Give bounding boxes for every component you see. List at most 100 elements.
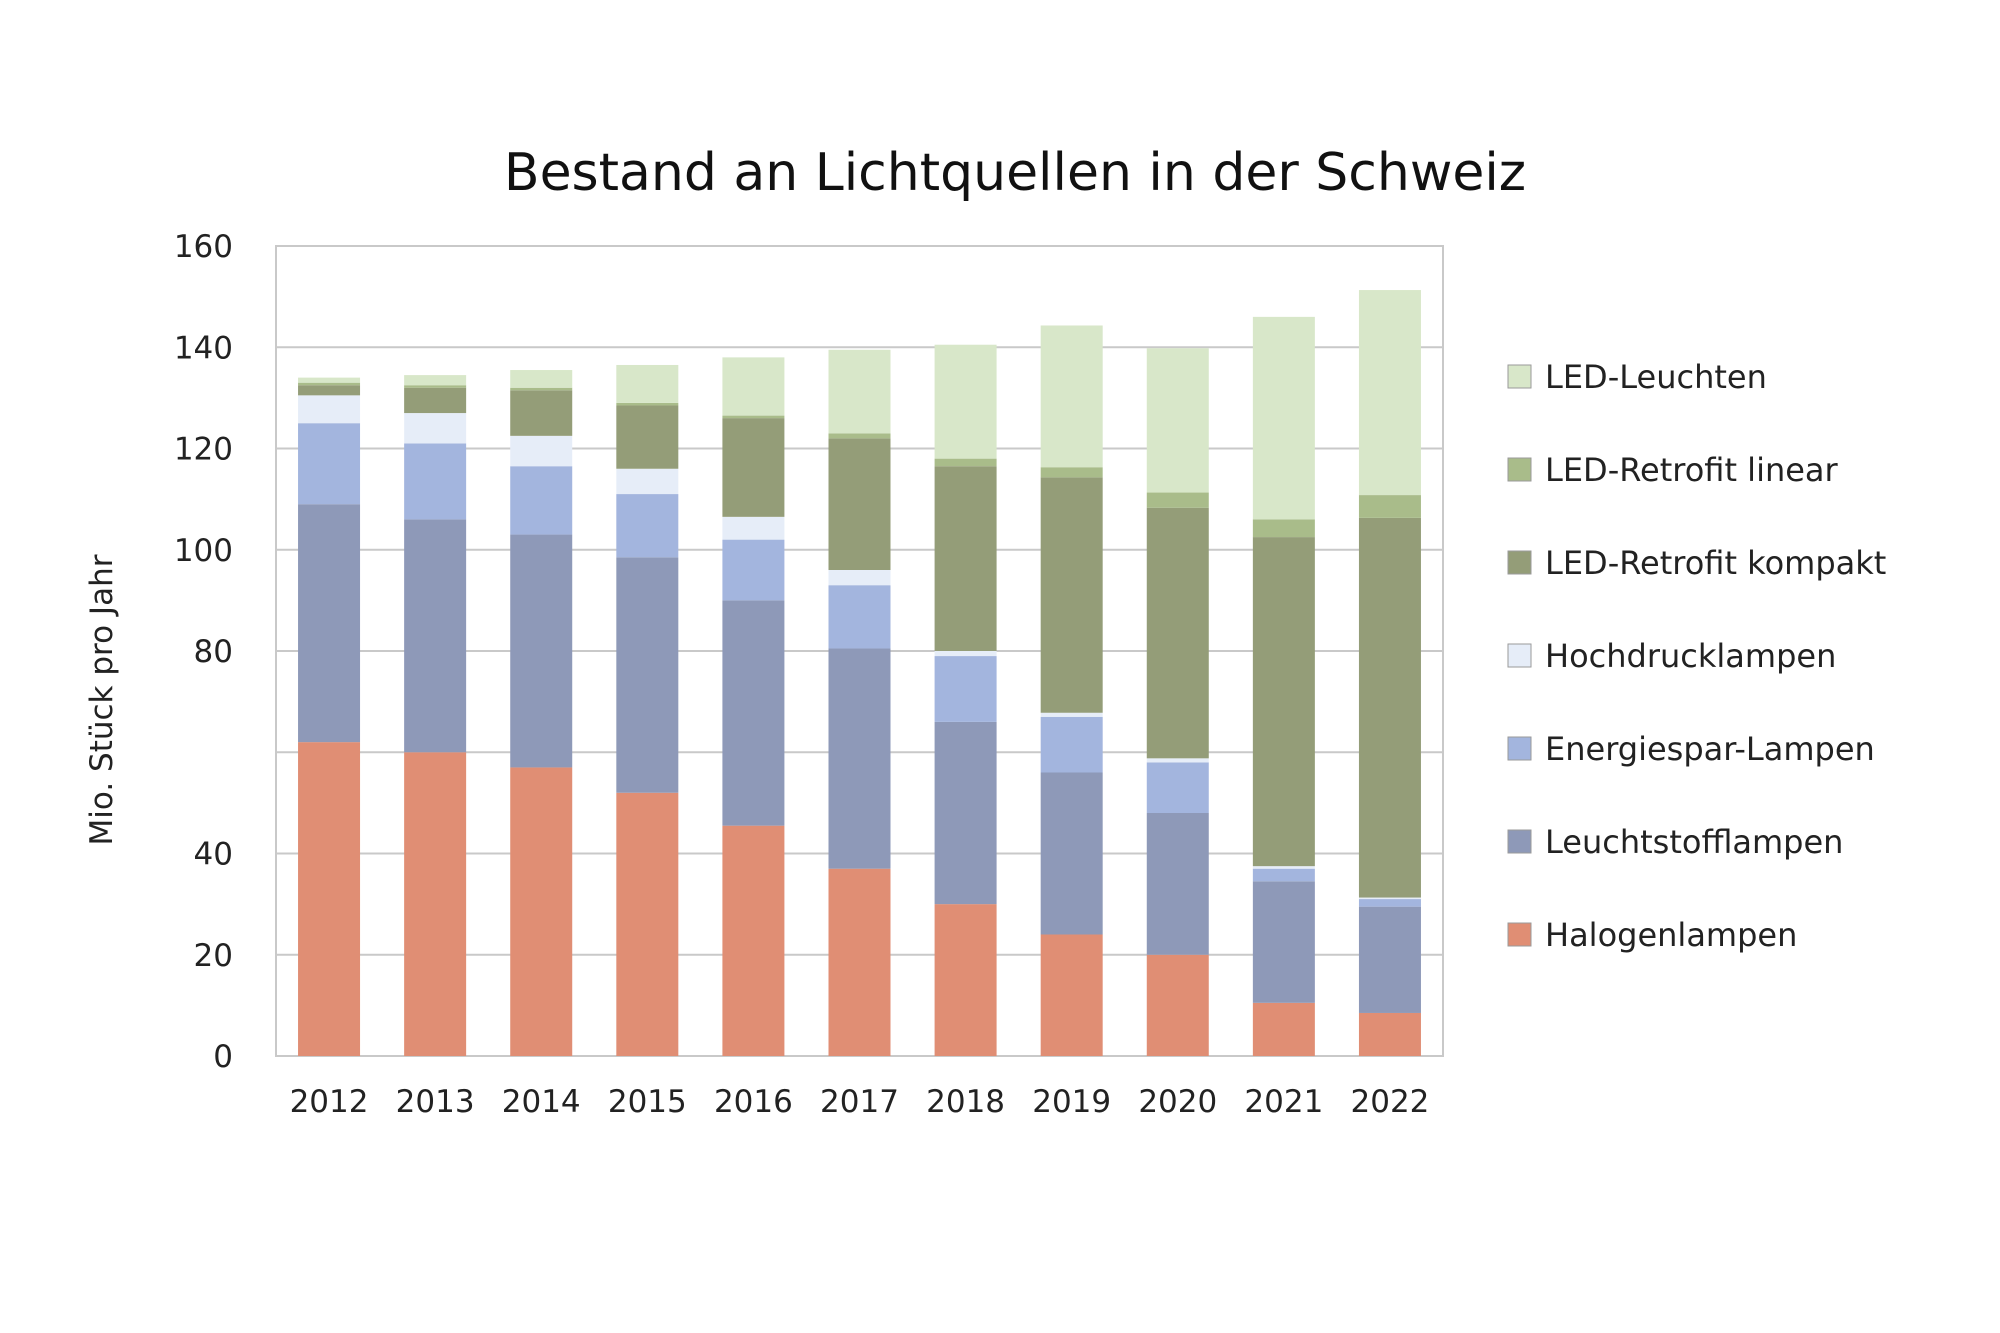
bar-halogenlampen-2022: [1358, 1012, 1421, 1056]
bar-leuchtstofflampen-2012: [298, 504, 361, 743]
bar-leuchtstofflampen-2017: [828, 648, 891, 869]
bar-halogenlampen-2016: [722, 825, 785, 1056]
bar-led-leuchten-2012: [298, 377, 361, 383]
legend-swatch: [1507, 550, 1532, 575]
bar-halogenlampen-2018: [934, 904, 997, 1056]
y-axis-label: Mio. Stück pro Jahr: [84, 554, 120, 845]
bar-hochdrucklampen-2014: [510, 435, 573, 467]
bar-leuchtstofflampen-2019: [1040, 772, 1103, 935]
bar-halogenlampen-2015: [616, 792, 679, 1056]
y-tick-label: 120: [174, 432, 233, 468]
bars: [298, 290, 1421, 1056]
bar-led-retrofit-kompakt-2020: [1146, 507, 1209, 759]
y-tick-label: 160: [174, 229, 233, 265]
bar-hochdrucklampen-2020: [1146, 758, 1209, 763]
legend-item: Energiespar-Lampen: [1507, 730, 1875, 768]
bar-hochdrucklampen-2019: [1040, 712, 1103, 717]
bar-led-retrofit-linear-2016: [722, 415, 785, 419]
bar-led-leuchten-2022: [1358, 290, 1421, 496]
legend-label: LED-Retrofit linear: [1545, 451, 1839, 489]
chart-title: Bestand an Lichtquellen in der Schweiz: [504, 143, 1526, 203]
bar-stack-2020: [1146, 348, 1209, 1056]
bar-leuchtstofflampen-2022: [1358, 906, 1421, 1013]
legend-item: LED-Retrofit kompakt: [1507, 544, 1886, 582]
bar-led-leuchten-2015: [616, 364, 679, 403]
y-tick-label: 140: [174, 330, 233, 366]
bar-led-retrofit-linear-2019: [1040, 467, 1103, 478]
bar-halogenlampen-2014: [510, 767, 573, 1056]
bar-stack-2019: [1040, 325, 1103, 1056]
bar-led-retrofit-kompakt-2015: [616, 405, 679, 469]
bar-led-retrofit-kompakt-2018: [934, 466, 997, 651]
x-tick-label: 2022: [1351, 1084, 1430, 1120]
bar-leuchtstofflampen-2018: [934, 721, 997, 905]
bar-led-leuchten-2017: [828, 349, 891, 434]
bar-stack-2018: [934, 344, 997, 1056]
bar-led-retrofit-linear-2014: [510, 387, 573, 391]
bar-stack-2022: [1358, 290, 1421, 1056]
bar-led-retrofit-linear-2017: [828, 433, 891, 439]
legend-swatch: [1507, 922, 1532, 947]
bar-hochdrucklampen-2015: [616, 468, 679, 495]
bar-led-leuchten-2019: [1040, 325, 1103, 468]
y-tick-label: 0: [213, 1039, 233, 1075]
bar-energiespar-lampen-2021: [1252, 868, 1315, 882]
bar-leuchtstofflampen-2015: [616, 557, 679, 793]
x-tick-label: 2018: [926, 1084, 1005, 1120]
bar-hochdrucklampen-2021: [1252, 866, 1315, 869]
legend-swatch: [1507, 829, 1532, 854]
bar-stack-2015: [616, 364, 679, 1056]
bar-led-retrofit-kompakt-2017: [828, 438, 891, 570]
bar-led-retrofit-linear-2022: [1358, 495, 1421, 518]
y-axis-ticks: 0 20 40 80 100 120 140 160: [174, 229, 233, 1075]
legend-swatch: [1507, 643, 1532, 668]
legend-swatch: [1507, 457, 1532, 482]
bar-led-retrofit-linear-2015: [616, 402, 679, 406]
bar-hochdrucklampen-2022: [1358, 897, 1421, 900]
bar-energiespar-lampen-2013: [404, 443, 467, 520]
legend-swatch: [1507, 736, 1532, 761]
bar-led-retrofit-kompakt-2021: [1252, 537, 1315, 867]
y-tick-label: 40: [194, 837, 233, 873]
bar-led-leuchten-2021: [1252, 316, 1315, 520]
legend-label: LED-Leuchten: [1545, 358, 1767, 396]
bar-hochdrucklampen-2013: [404, 413, 467, 444]
bar-led-leuchten-2014: [510, 370, 573, 388]
bar-energiespar-lampen-2016: [722, 539, 785, 601]
legend-swatch: [1507, 364, 1532, 389]
bar-stack-2017: [828, 349, 891, 1056]
x-tick-label: 2015: [608, 1084, 687, 1120]
bar-energiespar-lampen-2019: [1040, 716, 1103, 773]
bar-energiespar-lampen-2015: [616, 494, 679, 558]
legend-label: LED-Retrofit kompakt: [1545, 544, 1886, 582]
bar-stack-2016: [722, 357, 785, 1056]
x-tick-label: 2016: [714, 1084, 793, 1120]
bar-led-retrofit-linear-2020: [1146, 492, 1209, 508]
bar-energiespar-lampen-2018: [934, 656, 997, 722]
bar-led-retrofit-kompakt-2012: [298, 385, 361, 396]
bar-energiespar-lampen-2017: [828, 585, 891, 649]
bar-halogenlampen-2013: [404, 752, 467, 1056]
bar-led-leuchten-2018: [934, 344, 997, 459]
x-tick-label: 2012: [290, 1084, 369, 1120]
bar-led-retrofit-kompakt-2013: [404, 387, 467, 414]
bar-hochdrucklampen-2017: [828, 570, 891, 586]
bar-led-leuchten-2016: [722, 357, 785, 416]
bar-halogenlampen-2012: [298, 742, 361, 1056]
y-tick-label: 100: [174, 533, 233, 569]
x-tick-label: 2020: [1138, 1084, 1217, 1120]
bar-stack-2012: [298, 377, 361, 1056]
bar-hochdrucklampen-2016: [722, 516, 785, 540]
bar-led-retrofit-linear-2018: [934, 458, 997, 467]
legend-label: Leuchtstofflampen: [1545, 823, 1843, 861]
bar-energiespar-lampen-2022: [1358, 899, 1421, 907]
legend-label: Halogenlampen: [1545, 916, 1797, 954]
bar-energiespar-lampen-2014: [510, 466, 573, 535]
x-axis-ticks: 2012 2013 2014 2015 2016 2017 2018 2019 2020 2021…: [290, 1084, 1430, 1120]
bar-halogenlampen-2020: [1146, 954, 1209, 1056]
bar-led-retrofit-kompakt-2014: [510, 390, 573, 436]
bar-energiespar-lampen-2012: [298, 423, 361, 505]
bar-halogenlampen-2019: [1040, 934, 1103, 1056]
legend-label: Hochdrucklampen: [1545, 637, 1836, 675]
